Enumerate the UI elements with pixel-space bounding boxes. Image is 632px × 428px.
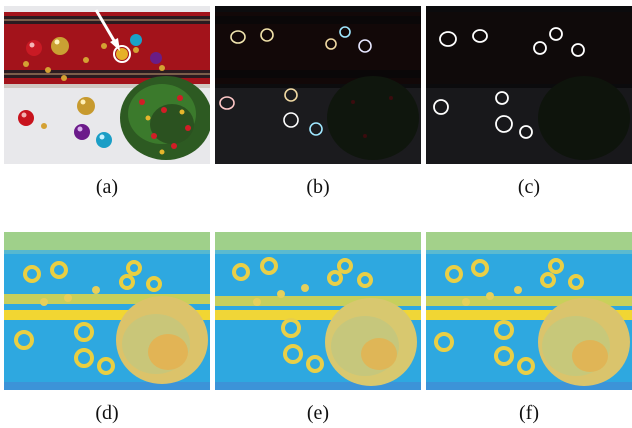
panel-e-heatmap [215,232,421,390]
caption-e: (e) [306,402,330,424]
caption-c: (c) [517,176,541,198]
panel-d-heatmap [4,232,210,390]
caption-a: (a) [95,176,119,198]
panel-a-photo [4,6,210,164]
panel-b-outlines [215,6,421,164]
caption-f: (f) [519,402,539,424]
caption-d: (d) [95,402,119,424]
panel-f-heatmap [426,232,632,390]
panel-c-outlines [426,6,632,164]
caption-b: (b) [306,176,330,198]
